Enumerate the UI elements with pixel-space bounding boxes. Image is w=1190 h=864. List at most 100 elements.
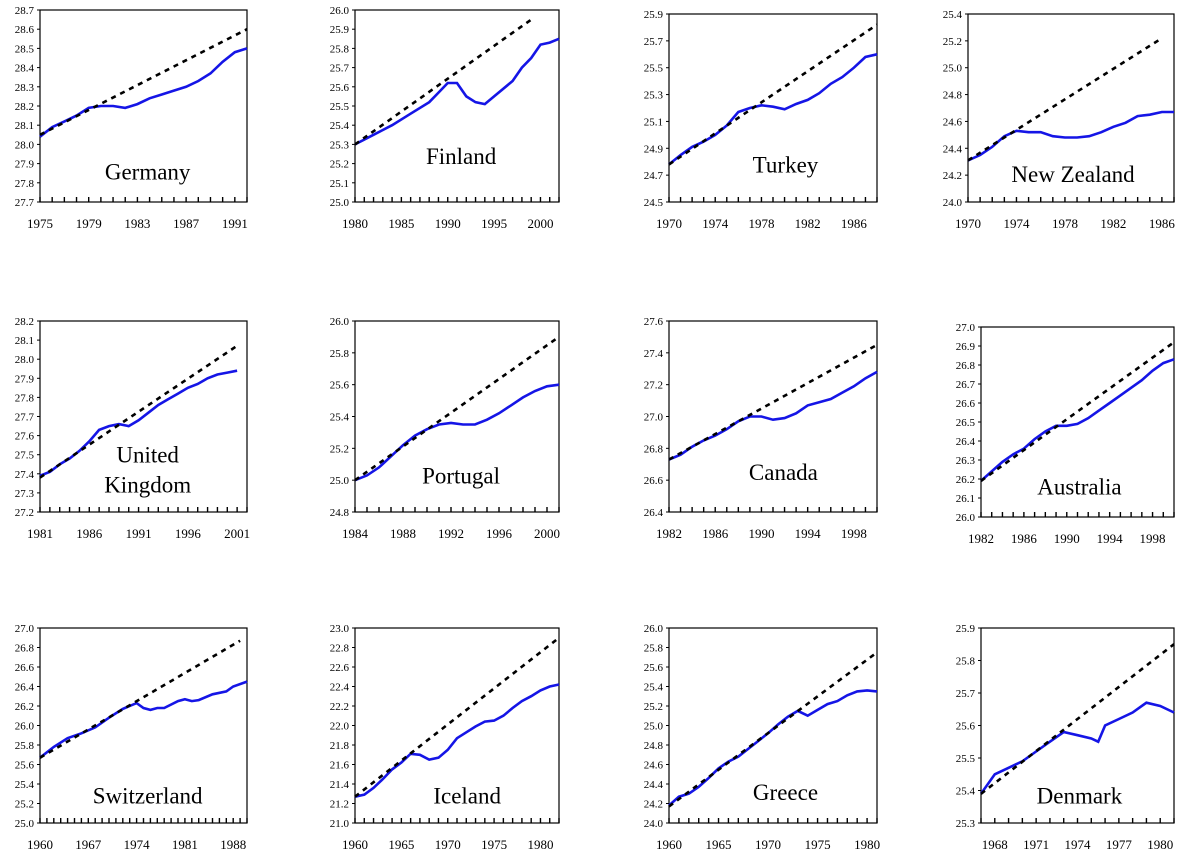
y-tick-label: 27.0 [15,623,35,635]
y-tick-label: 28.6 [15,24,35,36]
y-tick-label: 25.6 [15,760,35,772]
x-tick-label: 1977 [1106,837,1133,852]
x-tick-label: 1981 [172,837,198,852]
y-tick-label: 25.0 [330,197,350,209]
x-tick-label: 1965 [706,837,732,852]
y-tick-label: 28.4 [15,63,35,75]
chart-new-zealand: 25.4 25.2 25.0 24.8 24.6 24.4 24.2 24.0 1970 1974… [943,9,1176,231]
y-tick-label: 25.4 [330,412,350,424]
y-tick-label: 27.4 [644,348,664,360]
y-tick-label: 26.6 [956,398,976,410]
series-line [39,680,248,759]
x-tick-label: 1982 [795,216,821,231]
y-tick-label: 22.8 [330,643,350,655]
x-tick-label: 1960 [27,837,53,852]
y-tick-label: 24.7 [644,170,664,182]
y-tick-label: 28.5 [15,43,35,55]
series-line [354,683,560,798]
chart-australia: 27.0 26.9 26.8 26.7 26.6 26.5 26.4 26.3 26.2 26.1… [956,322,1175,546]
x-tick-label: 1974 [124,837,151,852]
x-tick-label: 2000 [534,526,560,541]
y-tick-label: 24.6 [644,760,664,772]
y-tick-label: 26.0 [330,316,350,328]
x-tick-label: 1988 [390,526,416,541]
trend-line-dashed [39,28,248,136]
plot-frame [354,9,560,203]
y-tick-label: 26.4 [644,507,664,519]
y-tick-label: 25.0 [330,475,350,487]
y-tick-label: 25.2 [15,799,34,811]
y-tick-label: 28.1 [15,120,34,132]
y-tick-label: 28.7 [15,5,35,17]
y-tick-label: 21.8 [330,740,350,752]
y-tick-label: 27.6 [644,316,664,328]
x-tick-label: 1980 [854,837,880,852]
y-tick-label: 24.0 [644,818,664,830]
y-tick-label: 25.4 [943,9,963,21]
chart-greece: 26.0 25.8 25.6 25.4 25.2 25.0 24.8 24.6 24.4 24.2… [644,623,880,852]
y-tick-label: 25.9 [644,9,664,21]
x-tick-label: 1968 [982,837,1008,852]
trend-line-dashed [980,643,1175,795]
y-tick-label: 25.7 [956,688,976,700]
x-tick-label: 1978 [748,216,774,231]
chart-portugal: 26.0 25.8 25.6 25.4 25.2 25.0 24.8 1984 1988 1992… [330,316,560,541]
y-tick-label: 23.0 [330,623,350,635]
country-label: United [116,443,179,468]
x-tick-label: 1996 [486,526,513,541]
x-tick-label: 1985 [388,216,414,231]
y-tick-label: 26.3 [956,455,976,467]
country-label: Iceland [433,784,501,809]
y-tick-label: 28.2 [15,316,34,328]
series-line [668,53,878,166]
series-line [979,701,1175,795]
y-tick-label: 25.3 [956,818,976,830]
x-tick-label: 1986 [1149,216,1176,231]
x-tick-label: 1970 [755,837,781,852]
y-tick-label: 25.9 [330,24,350,36]
trend-line-dashed [39,639,241,759]
y-tick-label: 26.2 [956,474,975,486]
y-tick-label: 25.6 [956,721,976,733]
y-tick-label: 25.8 [15,740,35,752]
series-line [980,358,1175,482]
x-tick-label: 1970 [435,837,461,852]
x-tick-label: 1990 [1054,531,1080,546]
series-line [668,689,878,807]
country-label: Portugal [422,464,500,489]
x-tick-label: 1965 [388,837,414,852]
y-tick-label: 26.5 [956,417,976,429]
y-tick-label: 24.2 [943,170,962,182]
x-tick-label: 1986 [702,526,729,541]
x-tick-label: 1990 [748,526,774,541]
series-line [967,110,1174,162]
y-tick-label: 27.7 [15,197,35,209]
country-label: Turkey [753,152,819,177]
x-tick-label: 1994 [795,526,822,541]
trend-line-dashed [354,18,532,146]
y-tick-label: 24.0 [943,197,963,209]
x-tick-label: 1986 [841,216,868,231]
y-tick-label: 26.9 [956,341,976,353]
trend-line-dashed [354,636,560,798]
y-tick-label: 27.5 [15,450,35,462]
x-tick-label: 1998 [1140,531,1166,546]
y-tick-label: 26.4 [956,436,976,448]
y-tick-label: 28.2 [15,101,34,113]
country-label: New Zealand [1011,162,1135,187]
country-label: Greece [753,780,818,805]
country-label: Canada [749,460,818,485]
y-tick-label: 26.8 [644,443,664,455]
x-tick-label: 1986 [76,526,103,541]
y-tick-label: 25.9 [956,623,976,635]
y-tick-label: 27.9 [15,373,35,385]
y-tick-label: 26.6 [15,662,35,674]
x-tick-label: 1981 [27,526,53,541]
series-line [39,47,248,138]
y-tick-label: 25.1 [644,116,663,128]
y-tick-label: 26.2 [15,701,34,713]
y-tick-label: 24.8 [943,90,963,102]
y-tick-label: 27.0 [644,412,664,424]
chart-canada: 27.6 27.4 27.2 27.0 26.8 26.6 26.4 1982 1986 1990… [644,316,878,541]
